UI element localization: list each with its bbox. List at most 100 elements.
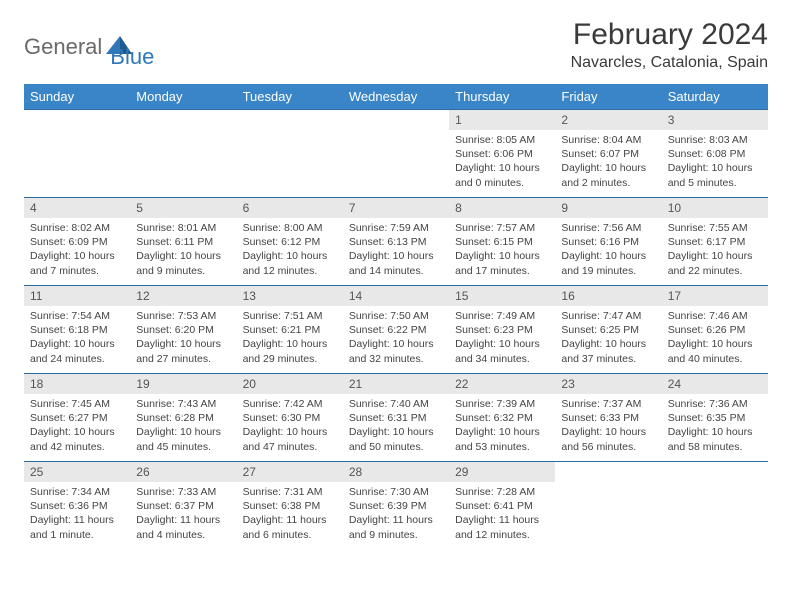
weekday-header: Friday (555, 84, 661, 110)
sunset-text: Sunset: 6:08 PM (668, 147, 762, 161)
day-number: 14 (343, 286, 449, 306)
day-details: Sunrise: 7:39 AMSunset: 6:32 PMDaylight:… (449, 394, 555, 460)
calendar-day-cell: 9Sunrise: 7:56 AMSunset: 6:16 PMDaylight… (555, 198, 661, 286)
calendar-day-cell: 11Sunrise: 7:54 AMSunset: 6:18 PMDayligh… (24, 286, 130, 374)
sunset-text: Sunset: 6:38 PM (243, 499, 337, 513)
calendar-week-row: 1Sunrise: 8:05 AMSunset: 6:06 PMDaylight… (24, 110, 768, 198)
calendar-week-row: 11Sunrise: 7:54 AMSunset: 6:18 PMDayligh… (24, 286, 768, 374)
logo-text-blue: Blue (110, 44, 154, 70)
calendar-day-cell: 19Sunrise: 7:43 AMSunset: 6:28 PMDayligh… (130, 374, 236, 462)
day-details: Sunrise: 7:46 AMSunset: 6:26 PMDaylight:… (662, 306, 768, 372)
sunset-text: Sunset: 6:28 PM (136, 411, 230, 425)
day-number: 3 (662, 110, 768, 130)
day-details (555, 468, 661, 477)
day-details: Sunrise: 7:57 AMSunset: 6:15 PMDaylight:… (449, 218, 555, 284)
day-details: Sunrise: 7:43 AMSunset: 6:28 PMDaylight:… (130, 394, 236, 460)
calendar-day-cell: 29Sunrise: 7:28 AMSunset: 6:41 PMDayligh… (449, 462, 555, 550)
day-details (237, 116, 343, 125)
daylight-text: Daylight: 10 hours and 47 minutes. (243, 425, 337, 453)
sunset-text: Sunset: 6:09 PM (30, 235, 124, 249)
daylight-text: Daylight: 11 hours and 4 minutes. (136, 513, 230, 541)
daylight-text: Daylight: 10 hours and 5 minutes. (668, 161, 762, 189)
calendar-day-cell: 26Sunrise: 7:33 AMSunset: 6:37 PMDayligh… (130, 462, 236, 550)
calendar-day-cell: 14Sunrise: 7:50 AMSunset: 6:22 PMDayligh… (343, 286, 449, 374)
calendar-day-cell (555, 462, 661, 550)
daylight-text: Daylight: 10 hours and 29 minutes. (243, 337, 337, 365)
day-details (24, 116, 130, 125)
day-number: 25 (24, 462, 130, 482)
daylight-text: Daylight: 10 hours and 14 minutes. (349, 249, 443, 277)
calendar-day-cell (343, 110, 449, 198)
day-details: Sunrise: 7:55 AMSunset: 6:17 PMDaylight:… (662, 218, 768, 284)
page-header: General Blue February 2024 Navarcles, Ca… (24, 18, 768, 72)
sunset-text: Sunset: 6:23 PM (455, 323, 549, 337)
calendar-week-row: 18Sunrise: 7:45 AMSunset: 6:27 PMDayligh… (24, 374, 768, 462)
calendar-day-cell: 21Sunrise: 7:40 AMSunset: 6:31 PMDayligh… (343, 374, 449, 462)
calendar-table: Sunday Monday Tuesday Wednesday Thursday… (24, 84, 768, 550)
weekday-header: Sunday (24, 84, 130, 110)
daylight-text: Daylight: 10 hours and 58 minutes. (668, 425, 762, 453)
logo-text-general: General (24, 34, 102, 60)
calendar-day-cell: 3Sunrise: 8:03 AMSunset: 6:08 PMDaylight… (662, 110, 768, 198)
day-number: 21 (343, 374, 449, 394)
sunrise-text: Sunrise: 7:56 AM (561, 221, 655, 235)
day-details: Sunrise: 7:54 AMSunset: 6:18 PMDaylight:… (24, 306, 130, 372)
sunset-text: Sunset: 6:15 PM (455, 235, 549, 249)
day-number: 10 (662, 198, 768, 218)
day-details: Sunrise: 7:37 AMSunset: 6:33 PMDaylight:… (555, 394, 661, 460)
day-number: 26 (130, 462, 236, 482)
calendar-day-cell: 7Sunrise: 7:59 AMSunset: 6:13 PMDaylight… (343, 198, 449, 286)
weekday-header: Saturday (662, 84, 768, 110)
sunrise-text: Sunrise: 7:36 AM (668, 397, 762, 411)
sunrise-text: Sunrise: 7:34 AM (30, 485, 124, 499)
sunset-text: Sunset: 6:26 PM (668, 323, 762, 337)
calendar-day-cell: 28Sunrise: 7:30 AMSunset: 6:39 PMDayligh… (343, 462, 449, 550)
sunrise-text: Sunrise: 8:04 AM (561, 133, 655, 147)
weekday-header: Thursday (449, 84, 555, 110)
day-number: 2 (555, 110, 661, 130)
sunrise-text: Sunrise: 7:45 AM (30, 397, 124, 411)
sunset-text: Sunset: 6:33 PM (561, 411, 655, 425)
daylight-text: Daylight: 10 hours and 27 minutes. (136, 337, 230, 365)
day-number: 23 (555, 374, 661, 394)
day-number: 6 (237, 198, 343, 218)
sunset-text: Sunset: 6:06 PM (455, 147, 549, 161)
day-details: Sunrise: 7:33 AMSunset: 6:37 PMDaylight:… (130, 482, 236, 548)
day-details: Sunrise: 8:00 AMSunset: 6:12 PMDaylight:… (237, 218, 343, 284)
day-details (343, 116, 449, 125)
sunrise-text: Sunrise: 7:31 AM (243, 485, 337, 499)
daylight-text: Daylight: 10 hours and 19 minutes. (561, 249, 655, 277)
sunrise-text: Sunrise: 8:05 AM (455, 133, 549, 147)
day-number: 7 (343, 198, 449, 218)
sunset-text: Sunset: 6:18 PM (30, 323, 124, 337)
sunrise-text: Sunrise: 7:33 AM (136, 485, 230, 499)
sunset-text: Sunset: 6:21 PM (243, 323, 337, 337)
calendar-day-cell: 15Sunrise: 7:49 AMSunset: 6:23 PMDayligh… (449, 286, 555, 374)
day-details: Sunrise: 7:51 AMSunset: 6:21 PMDaylight:… (237, 306, 343, 372)
sunrise-text: Sunrise: 7:49 AM (455, 309, 549, 323)
calendar-day-cell: 5Sunrise: 8:01 AMSunset: 6:11 PMDaylight… (130, 198, 236, 286)
day-number: 22 (449, 374, 555, 394)
sunset-text: Sunset: 6:39 PM (349, 499, 443, 513)
location-text: Navarcles, Catalonia, Spain (571, 54, 768, 72)
daylight-text: Daylight: 11 hours and 9 minutes. (349, 513, 443, 541)
sunset-text: Sunset: 6:32 PM (455, 411, 549, 425)
calendar-day-cell: 16Sunrise: 7:47 AMSunset: 6:25 PMDayligh… (555, 286, 661, 374)
day-details: Sunrise: 7:30 AMSunset: 6:39 PMDaylight:… (343, 482, 449, 548)
daylight-text: Daylight: 10 hours and 9 minutes. (136, 249, 230, 277)
sunrise-text: Sunrise: 8:02 AM (30, 221, 124, 235)
daylight-text: Daylight: 10 hours and 40 minutes. (668, 337, 762, 365)
day-details: Sunrise: 7:36 AMSunset: 6:35 PMDaylight:… (662, 394, 768, 460)
calendar-day-cell: 10Sunrise: 7:55 AMSunset: 6:17 PMDayligh… (662, 198, 768, 286)
day-number: 5 (130, 198, 236, 218)
calendar-day-cell (237, 110, 343, 198)
sunrise-text: Sunrise: 7:51 AM (243, 309, 337, 323)
weekday-header: Wednesday (343, 84, 449, 110)
sunset-text: Sunset: 6:11 PM (136, 235, 230, 249)
daylight-text: Daylight: 11 hours and 1 minute. (30, 513, 124, 541)
day-details: Sunrise: 7:47 AMSunset: 6:25 PMDaylight:… (555, 306, 661, 372)
calendar-day-cell: 24Sunrise: 7:36 AMSunset: 6:35 PMDayligh… (662, 374, 768, 462)
calendar-day-cell (24, 110, 130, 198)
sunrise-text: Sunrise: 7:40 AM (349, 397, 443, 411)
daylight-text: Daylight: 10 hours and 24 minutes. (30, 337, 124, 365)
